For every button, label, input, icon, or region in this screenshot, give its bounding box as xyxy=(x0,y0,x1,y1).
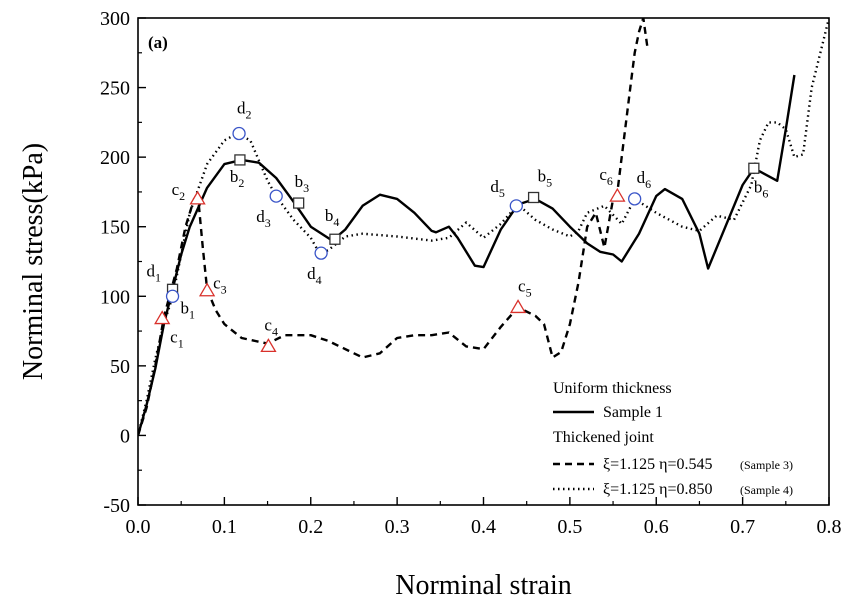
point-label-subscript: 5 xyxy=(499,186,505,200)
legend-label-sample1: Sample 1 xyxy=(603,404,663,421)
point-label-subscript: 2 xyxy=(179,189,185,203)
marker-square-b5 xyxy=(527,191,540,204)
point-label-subscript: 3 xyxy=(303,181,309,195)
point-label-subscript: 2 xyxy=(238,176,244,190)
point-label-subscript: 1 xyxy=(178,337,184,351)
panel-label: (a) xyxy=(148,33,168,52)
marker-layer xyxy=(154,126,760,353)
x-tick-label: 0.5 xyxy=(557,516,582,538)
y-tick-label: 300 xyxy=(100,8,130,30)
point-label-subscript: 3 xyxy=(221,283,227,297)
y-tick-label: 0 xyxy=(120,425,130,447)
x-tick-label: 0.8 xyxy=(817,516,842,538)
marker-triangle-c6 xyxy=(609,187,626,202)
legend-group-uniform: Uniform thickness xyxy=(553,380,672,397)
legend-tag-sample4: (Sample 4) xyxy=(740,483,793,497)
legend: Uniform thickness Sample 1 Thickened joi… xyxy=(553,380,793,498)
x-tick-label: 0.6 xyxy=(644,516,669,538)
marker-circle-d5 xyxy=(509,199,523,213)
y-tick-label: -50 xyxy=(103,495,130,517)
x-tick-label: 0.2 xyxy=(298,516,323,538)
point-label-subscript: 3 xyxy=(265,216,271,230)
series-line-3 xyxy=(138,18,829,436)
marker-circle-d3 xyxy=(269,189,283,203)
point-label-subscript: 6 xyxy=(645,177,651,191)
point-label-subscript: 4 xyxy=(272,324,278,338)
marker-circle-d4 xyxy=(314,246,328,260)
point-label-subscript: 1 xyxy=(189,307,195,321)
legend-label-sample3: ξ=1.125 η=0.545 xyxy=(603,456,713,473)
legend-tag-sample3: (Sample 3) xyxy=(740,458,793,472)
x-tick-label: 0.3 xyxy=(385,516,410,538)
x-tick-label: 0.4 xyxy=(471,516,496,538)
legend-group-thickened: Thickened joint xyxy=(553,429,654,446)
marker-square-b4 xyxy=(329,233,341,245)
marker-circle-d2 xyxy=(232,126,246,141)
x-tick-label: 0.1 xyxy=(212,516,237,538)
point-label-subscript: 6 xyxy=(607,174,613,188)
point-label-subscript: 6 xyxy=(762,186,768,200)
series-line-2 xyxy=(138,18,649,436)
marker-triangle-c4 xyxy=(260,338,277,353)
marker-circle-d1 xyxy=(165,289,180,303)
marker-circle-d6 xyxy=(628,192,642,206)
tick-layer: 0.0 0.1 0.2 0.3 0.4 0.5 0.6 0.7 0.8 -50 0 50 100 150 2… xyxy=(100,8,842,538)
series-line-1 xyxy=(138,74,796,436)
point-label-subscript: 4 xyxy=(333,215,339,229)
y-tick-label: 100 xyxy=(100,286,130,308)
marker-triangle-c3 xyxy=(198,282,216,297)
marker-triangle-c1 xyxy=(154,310,171,325)
marker-triangle-c5 xyxy=(509,299,527,314)
marker-square-b3 xyxy=(293,197,305,209)
point-label-subscript: 1 xyxy=(155,270,161,284)
x-axis-title: Norminal strain xyxy=(395,570,572,601)
y-tick-label: 150 xyxy=(100,217,130,239)
marker-triangle-c2 xyxy=(189,190,206,205)
series-layer xyxy=(138,18,829,436)
x-tick-label: 0.0 xyxy=(126,516,151,538)
y-tick-label: 250 xyxy=(100,78,130,100)
y-axis-title: Norminal stress(kPa) xyxy=(18,143,49,380)
marker-square-b6 xyxy=(748,162,760,174)
marker-square-b2 xyxy=(234,154,246,166)
point-label-subscript: 4 xyxy=(316,273,322,287)
point-label-subscript: 2 xyxy=(246,107,252,121)
y-tick-label: 200 xyxy=(100,147,130,169)
legend-label-sample4: ξ=1.125 η=0.850 xyxy=(603,481,713,498)
y-tick-label: 50 xyxy=(110,356,130,378)
x-tick-label: 0.7 xyxy=(730,516,755,538)
point-label-subscript: 5 xyxy=(546,175,552,189)
point-label-subscript: 5 xyxy=(526,285,532,299)
